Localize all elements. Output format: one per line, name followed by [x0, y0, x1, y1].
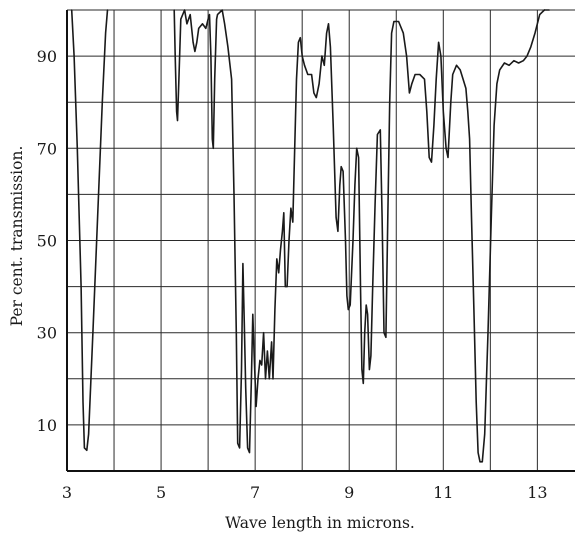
x-axis-title: Wave length in microns.: [225, 514, 415, 532]
x-tick-label: 9: [344, 483, 354, 502]
x-tick-label: 11: [433, 483, 453, 502]
x-tick-labels: 3 5 7 9 11 13: [62, 483, 548, 502]
grid: [66, 9, 575, 471]
transmission-curve-segment: [173, 9, 546, 463]
transmission-curve-segment: [70, 9, 109, 452]
y-axis-title: Per cent. transmission.: [8, 146, 26, 327]
y-tick-label: 90: [37, 47, 57, 66]
y-tick-label: 50: [37, 232, 57, 251]
x-tick-label: 5: [156, 483, 166, 502]
x-tick-label: 13: [527, 483, 547, 502]
y-tick-label: 10: [37, 416, 57, 435]
x-tick-label: 7: [250, 483, 260, 502]
transmission-series: [70, 9, 550, 463]
y-tick-labels: 10 30 50 70 90: [37, 47, 57, 435]
y-tick-label: 70: [37, 139, 57, 158]
x-tick-label: 3: [62, 483, 72, 502]
plot-frame: [66, 10, 575, 472]
y-tick-label: 30: [37, 324, 57, 343]
